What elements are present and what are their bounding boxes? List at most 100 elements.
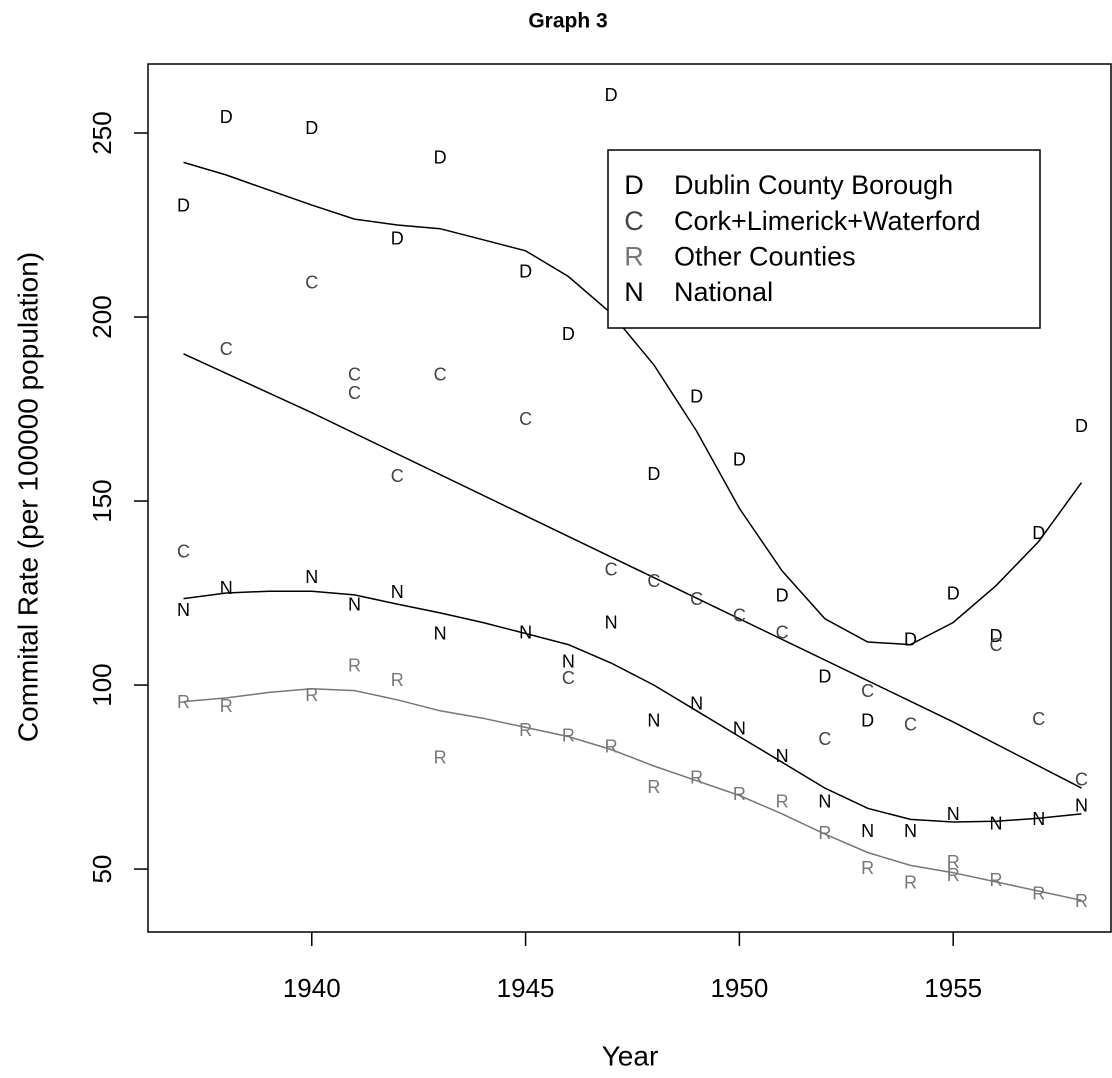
data-point: D	[177, 195, 190, 215]
data-point: N	[904, 821, 917, 841]
legend-label: Dublin County Borough	[674, 170, 953, 200]
x-tick-label: 1950	[710, 973, 768, 1003]
plot-frame	[147, 63, 1112, 933]
data-point: R	[605, 736, 618, 756]
data-point: D	[947, 584, 960, 604]
data-point: R	[647, 777, 660, 797]
data-point: N	[776, 746, 789, 766]
data-point: C	[434, 365, 447, 385]
data-point: N	[348, 595, 361, 615]
data-point: R	[1075, 891, 1088, 911]
data-point: C	[690, 589, 703, 609]
smooth-line	[183, 590, 1082, 823]
legend-marker: C	[624, 206, 644, 236]
data-point: N	[1032, 809, 1045, 829]
data-point: R	[947, 852, 960, 872]
y-tick-label: 250	[87, 111, 117, 154]
data-point: D	[1032, 523, 1045, 543]
data-point: N	[434, 624, 447, 644]
data-point: R	[305, 685, 318, 705]
y-axis-label: Commital Rate (per 100000 population)	[12, 252, 43, 742]
data-point: R	[177, 692, 190, 712]
data-point: N	[177, 600, 190, 620]
legend-marker: N	[624, 277, 644, 307]
data-point: N	[605, 613, 618, 633]
data-point: D	[904, 630, 917, 650]
data-point: R	[562, 725, 575, 745]
data-point: D	[733, 449, 746, 469]
data-point: N	[690, 694, 703, 714]
data-point: R	[519, 720, 532, 740]
data-point: C	[818, 729, 831, 749]
data-point: C	[348, 383, 361, 403]
x-tick-label: 1945	[497, 973, 555, 1003]
data-point: N	[947, 804, 960, 824]
data-point: N	[519, 622, 532, 642]
data-point: D	[647, 464, 660, 484]
data-point: D	[220, 107, 233, 127]
data-point: D	[562, 324, 575, 344]
y-tick-label: 150	[87, 479, 117, 522]
data-point: N	[647, 711, 660, 731]
data-point: D	[1075, 416, 1088, 436]
data-point: N	[305, 567, 318, 587]
data-point: R	[733, 784, 746, 804]
data-point: D	[434, 148, 447, 168]
data-point: D	[989, 626, 1002, 646]
data-point: N	[220, 578, 233, 598]
data-point: C	[989, 635, 1002, 655]
data-point: D	[305, 118, 318, 138]
data-point: C	[391, 466, 404, 486]
data-point: D	[690, 387, 703, 407]
data-point: C	[305, 273, 318, 293]
chart-title: Graph 3	[528, 10, 607, 33]
data-point: C	[1075, 769, 1088, 789]
data-point: D	[605, 85, 618, 105]
data-point: D	[391, 228, 404, 248]
data-point: R	[776, 792, 789, 812]
legend-label: Other Counties	[674, 242, 856, 272]
y-tick-label: 200	[87, 295, 117, 338]
y-tick-label: 100	[87, 663, 117, 706]
data-point: C	[861, 681, 874, 701]
data-point: C	[1032, 709, 1045, 729]
x-tick-label: 1955	[924, 973, 982, 1003]
data-point: N	[733, 719, 746, 739]
data-point: C	[348, 365, 361, 385]
data-point: C	[519, 409, 532, 429]
data-point: R	[690, 768, 703, 788]
data-point: C	[647, 571, 660, 591]
smooth-line	[183, 687, 1082, 902]
data-point: C	[776, 622, 789, 642]
data-point: D	[861, 711, 874, 731]
data-point: C	[177, 541, 190, 561]
y-tick-label: 50	[87, 855, 117, 884]
data-point: R	[391, 670, 404, 690]
data-point: N	[989, 814, 1002, 834]
data-point: N	[818, 792, 831, 812]
data-point: R	[861, 858, 874, 878]
smooth-line	[183, 353, 1082, 789]
data-point: R	[818, 823, 831, 843]
data-point: N	[562, 652, 575, 672]
data-point: R	[348, 655, 361, 675]
x-tick-label: 1940	[283, 973, 341, 1003]
data-point: R	[1032, 884, 1045, 904]
legend-label: National	[674, 277, 773, 307]
data-point: C	[220, 339, 233, 359]
data-point: D	[818, 666, 831, 686]
data-point: R	[989, 870, 1002, 890]
legend-box	[607, 149, 1041, 329]
legend-label: Cork+Limerick+Waterford	[674, 206, 981, 236]
x-axis-label: Year	[602, 1040, 659, 1071]
data-point: D	[776, 585, 789, 605]
data-point: D	[519, 262, 532, 282]
smooth-line	[183, 161, 1083, 646]
legend-marker: D	[624, 170, 644, 200]
data-point: C	[605, 560, 618, 580]
data-point: R	[904, 873, 917, 893]
data-point: N	[391, 582, 404, 602]
data-point: R	[220, 696, 233, 716]
data-point: N	[861, 821, 874, 841]
